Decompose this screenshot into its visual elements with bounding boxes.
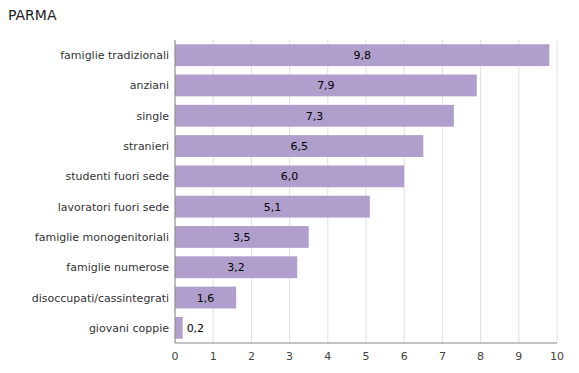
bar xyxy=(175,317,183,339)
y-tick-label: disoccupati/cassintegrati xyxy=(32,292,169,305)
y-tick-label: single xyxy=(136,110,169,123)
y-axis-line xyxy=(175,40,176,343)
chart-title: PARMA xyxy=(8,7,57,23)
data-label: 7,9 xyxy=(317,79,335,92)
data-label: 0,2 xyxy=(187,322,205,335)
y-tick-label: studenti fuori sede xyxy=(65,170,169,183)
x-tick-label: 1 xyxy=(210,350,217,363)
chart-container: PARMA 0 1 2 3 4 5 6 7 8 9 10 0,2 1,6 3,2 3,5 5,1 6,0 6,5 7,… xyxy=(0,0,579,373)
bar xyxy=(175,256,297,278)
grid xyxy=(175,40,557,343)
bar xyxy=(175,75,477,97)
y-tick-label: lavoratori fuori sede xyxy=(58,201,170,214)
x-tick-label: 7 xyxy=(439,350,446,363)
y-tick-label: famiglie monogenitoriali xyxy=(35,231,169,244)
bar xyxy=(175,226,309,248)
x-tick-label: 0 xyxy=(172,350,179,363)
data-label: 3,2 xyxy=(227,261,245,274)
y-tick-label: giovani coppie xyxy=(89,322,169,335)
data-labels: 0,2 1,6 3,2 3,5 5,1 6,0 6,5 7,3 7,9 9,8 xyxy=(187,49,371,335)
chart-svg: PARMA 0 1 2 3 4 5 6 7 8 9 10 0,2 1,6 3,2 3,5 5,1 6,0 6,5 7,… xyxy=(0,0,579,373)
grid-line xyxy=(480,40,481,343)
grid-line xyxy=(175,40,176,343)
x-tick-label: 2 xyxy=(248,350,255,363)
y-tick-label: famiglie numerose xyxy=(66,261,169,274)
data-label: 7,3 xyxy=(306,110,324,123)
x-tick-label: 9 xyxy=(515,350,522,363)
y-tick-label: famiglie tradizionali xyxy=(60,49,169,62)
data-label: 3,5 xyxy=(233,231,251,244)
data-label: 5,1 xyxy=(264,201,282,214)
bar xyxy=(175,44,549,66)
y-tick-label: anziani xyxy=(130,79,169,92)
x-tick-label: 4 xyxy=(324,350,331,363)
bar xyxy=(175,287,236,309)
x-axis-line xyxy=(175,343,557,344)
bar xyxy=(175,105,454,127)
x-tick-label: 3 xyxy=(286,350,293,363)
bar xyxy=(175,165,404,187)
x-tick-label: 8 xyxy=(477,350,484,363)
data-label: 9,8 xyxy=(353,49,371,62)
data-label: 6,0 xyxy=(281,170,299,183)
x-tick-label: 5 xyxy=(363,350,370,363)
bar xyxy=(175,135,423,157)
grid-line xyxy=(557,40,558,343)
x-tick-label: 6 xyxy=(401,350,408,363)
data-label: 1,6 xyxy=(197,292,215,305)
x-tick-label: 10 xyxy=(550,350,564,363)
data-label: 6,5 xyxy=(290,140,308,153)
bars xyxy=(175,44,549,339)
bar xyxy=(175,196,370,218)
y-tick-label: stranieri xyxy=(123,140,169,153)
grid-line xyxy=(518,40,519,343)
